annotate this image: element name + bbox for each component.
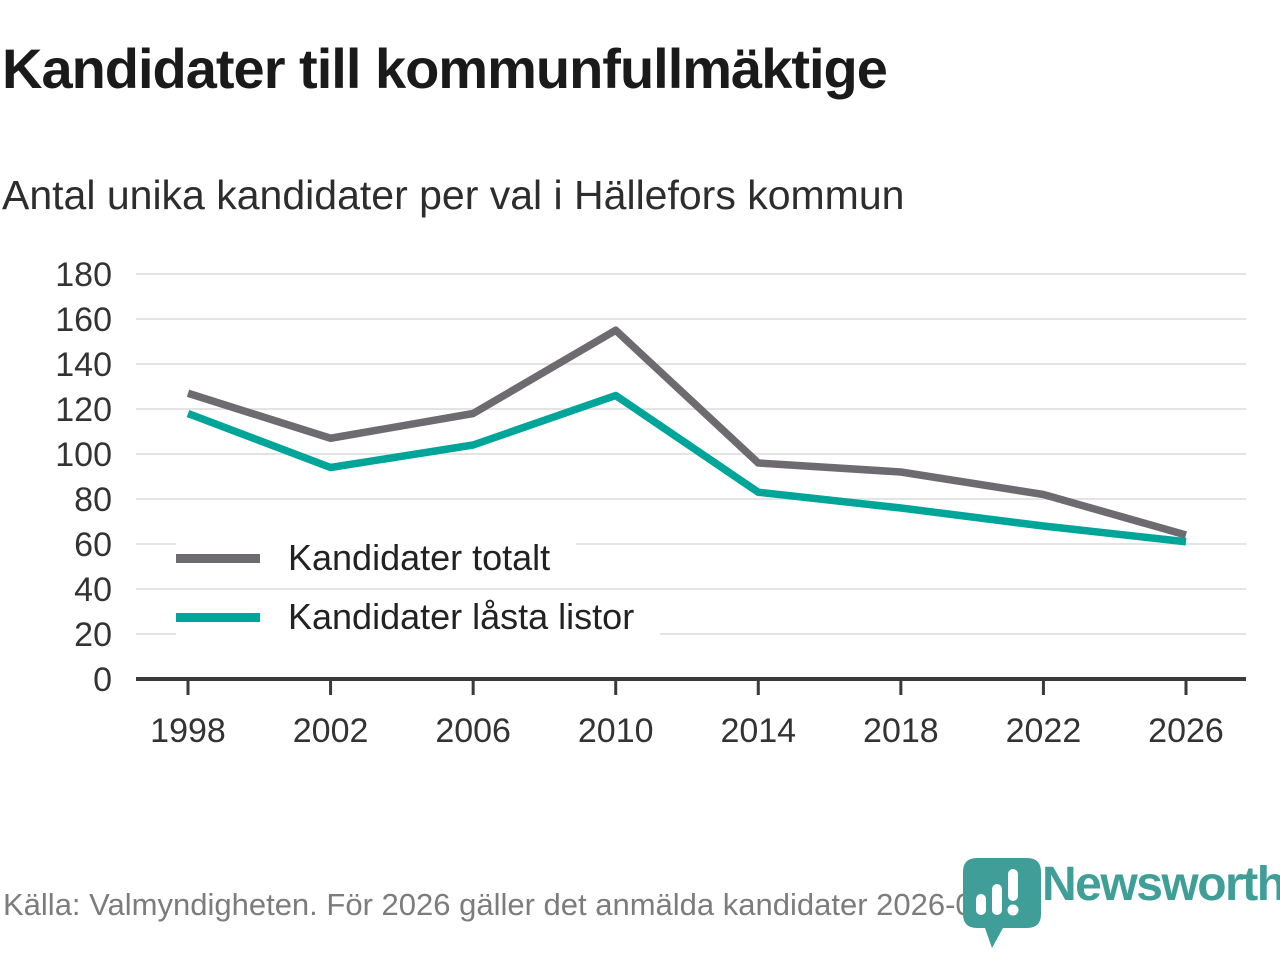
y-axis-tick-label: 60 xyxy=(74,526,112,564)
locked-series-swatch-icon xyxy=(176,612,260,622)
y-axis-tick-label: 40 xyxy=(74,571,112,609)
y-axis-tick-label: 0 xyxy=(93,661,112,699)
series-line-0 xyxy=(186,326,1188,539)
x-axis-tick-label: 2018 xyxy=(863,712,939,750)
chart-legend: Kandidater totalt Kandidater låsta listo… xyxy=(176,533,661,651)
y-axis-tick-label: 20 xyxy=(74,616,112,654)
x-axis-tick-label: 1998 xyxy=(150,712,226,750)
total-series-swatch-icon xyxy=(176,553,260,563)
newsworthy-wordmark: Newsworthy xyxy=(1042,858,1280,911)
legend-item-locked: Kandidater låsta listor xyxy=(176,592,661,642)
newsworthy-pin-icon xyxy=(963,858,1041,948)
x-axis-tick-label: 2010 xyxy=(578,712,654,750)
x-axis-tick-label: 2006 xyxy=(435,712,511,750)
legend-label-locked: Kandidater låsta listor xyxy=(288,596,635,637)
newsworthy-logo: Newsworthy xyxy=(962,857,1280,951)
y-axis-tick-label: 120 xyxy=(55,391,112,429)
y-axis-tick-label: 160 xyxy=(55,301,112,339)
x-axis-tick-label: 2002 xyxy=(293,712,369,750)
x-axis-tick-label: 2014 xyxy=(720,712,796,750)
page-title: Kandidater till kommunfullmäktige xyxy=(2,37,888,100)
y-axis-tick-label: 140 xyxy=(55,346,112,384)
legend-label-total: Kandidater totalt xyxy=(288,537,551,578)
series-line-1 xyxy=(186,391,1187,546)
chart-subtitle: Antal unika kandidater per val i Hällefo… xyxy=(2,172,905,218)
source-note: Källa: Valmyndigheten. För 2026 gäller d… xyxy=(3,887,1044,922)
x-axis-tick-label: 2022 xyxy=(1006,712,1082,750)
y-axis-tick-label: 100 xyxy=(55,436,112,474)
y-axis-tick-label: 180 xyxy=(55,256,112,294)
y-axis-tick-label: 80 xyxy=(74,481,112,519)
legend-item-total: Kandidater totalt xyxy=(176,533,577,583)
x-axis-tick-label: 2026 xyxy=(1148,712,1224,750)
